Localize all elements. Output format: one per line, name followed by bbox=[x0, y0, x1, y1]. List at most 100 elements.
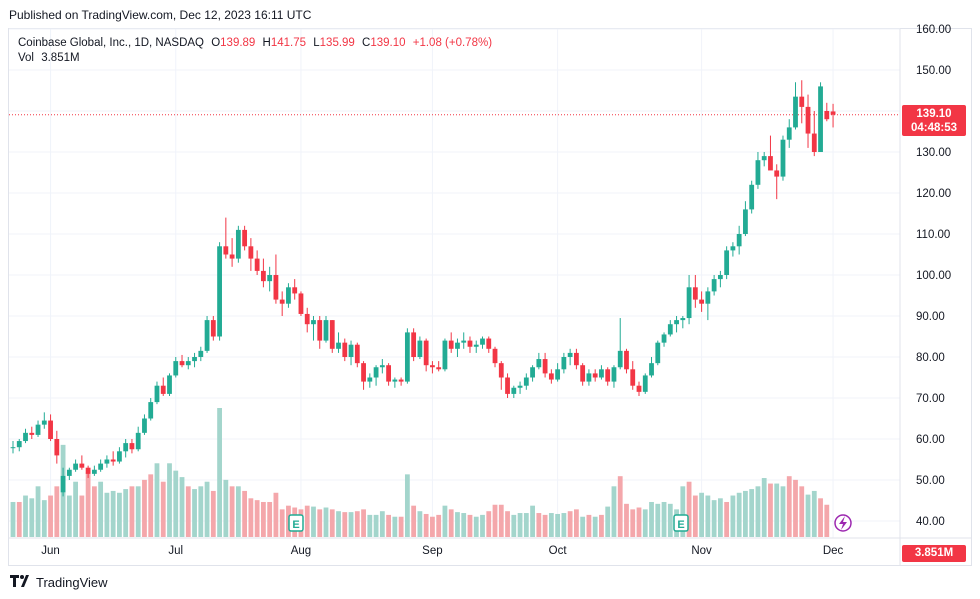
volume-bar bbox=[811, 490, 817, 537]
volume-bar bbox=[235, 486, 241, 537]
candle-body bbox=[580, 365, 586, 382]
volume-bar bbox=[35, 486, 41, 537]
volume-bar bbox=[536, 513, 542, 537]
volume-bar bbox=[198, 486, 204, 537]
volume-bar bbox=[505, 511, 510, 537]
volume-bar bbox=[392, 516, 398, 537]
candle-body bbox=[755, 160, 761, 185]
tradingview-logo-icon bbox=[10, 574, 32, 591]
candle-body bbox=[154, 385, 160, 403]
volume-bar bbox=[467, 514, 473, 537]
candle-body bbox=[830, 111, 836, 115]
volume-bar bbox=[624, 503, 629, 537]
volume-bar bbox=[523, 513, 529, 537]
candle-body bbox=[473, 344, 479, 347]
volume-bar bbox=[367, 514, 373, 537]
y-tick-label: 90.00 bbox=[916, 311, 945, 323]
svg-text:E: E bbox=[677, 519, 684, 531]
candle-body bbox=[210, 320, 216, 337]
legend-open-value: 139.89 bbox=[220, 37, 256, 49]
candle-body bbox=[717, 275, 723, 280]
published-note: Published on TradingView.com, Dec 12, 20… bbox=[9, 8, 312, 22]
volume-bar bbox=[185, 486, 191, 537]
candle-body bbox=[492, 348, 498, 364]
legend-high-label: H bbox=[262, 37, 271, 49]
volume-bar bbox=[261, 501, 266, 537]
candle-body bbox=[217, 246, 222, 337]
candle-body bbox=[367, 377, 373, 382]
volume-bar bbox=[348, 512, 354, 537]
candle-body bbox=[592, 373, 598, 378]
legend-close-label: C bbox=[362, 37, 371, 49]
candle-body bbox=[342, 342, 348, 357]
volume-bar bbox=[480, 514, 485, 537]
candle-body bbox=[286, 287, 291, 304]
candle-body bbox=[66, 469, 72, 476]
x-tick-label: Jun bbox=[41, 545, 60, 557]
volume-bar bbox=[386, 514, 391, 537]
volume-bar bbox=[799, 486, 805, 537]
candle-body bbox=[373, 367, 379, 378]
volume-bar bbox=[461, 513, 467, 537]
y-tick-label: 160.00 bbox=[916, 24, 951, 36]
candle-body bbox=[323, 320, 329, 341]
candle-body bbox=[442, 340, 448, 370]
candle-body bbox=[361, 363, 366, 382]
x-tick-label: Oct bbox=[549, 545, 568, 557]
volume-bar bbox=[567, 511, 573, 537]
lightning-glyph bbox=[839, 516, 847, 530]
candle-body bbox=[480, 338, 485, 345]
candle-body bbox=[404, 332, 410, 382]
y-tick-label: 70.00 bbox=[916, 393, 945, 405]
candle-body bbox=[142, 418, 147, 433]
volume-bar bbox=[66, 495, 72, 537]
candle-body bbox=[561, 357, 567, 370]
candle-body bbox=[117, 451, 122, 462]
candle-body bbox=[60, 475, 66, 493]
volume-bar bbox=[680, 486, 686, 537]
candle-body bbox=[536, 359, 542, 368]
candle-body bbox=[279, 299, 285, 304]
volume-bar bbox=[160, 481, 166, 537]
volume-bar bbox=[667, 503, 673, 537]
volume-bar bbox=[548, 513, 554, 537]
x-tick-label: Sep bbox=[422, 545, 442, 557]
volume-bar bbox=[574, 509, 579, 537]
volume-bar bbox=[749, 489, 755, 537]
volume-bar bbox=[79, 495, 85, 537]
legend-close-value: 139.10 bbox=[370, 37, 406, 49]
candle-body bbox=[223, 246, 229, 255]
earnings-icon bbox=[288, 514, 304, 532]
footer[interactable]: TradingView bbox=[10, 574, 108, 591]
candle-body bbox=[599, 369, 604, 378]
x-tick-label: Jul bbox=[168, 545, 183, 557]
volume-bar bbox=[329, 509, 335, 537]
candle-body bbox=[411, 332, 417, 357]
volume-bar bbox=[179, 477, 185, 537]
candle-body bbox=[104, 459, 110, 464]
candle-body bbox=[686, 287, 692, 319]
candle-body bbox=[630, 369, 636, 386]
candle-body bbox=[10, 447, 16, 449]
volume-bar bbox=[311, 506, 316, 537]
volume-bar bbox=[655, 503, 661, 537]
candle-body bbox=[148, 402, 154, 419]
candle-body bbox=[768, 156, 773, 171]
candle-body bbox=[805, 106, 811, 134]
candle-body bbox=[530, 367, 535, 378]
candle-body bbox=[705, 291, 711, 304]
volume-bar bbox=[354, 511, 360, 537]
candle-body bbox=[730, 246, 736, 251]
volume-bar bbox=[148, 474, 154, 537]
candle-body bbox=[79, 463, 85, 468]
x-tick-label: Nov bbox=[691, 545, 712, 557]
volume-bar bbox=[142, 479, 147, 537]
candle-body bbox=[436, 367, 442, 370]
volume-bar bbox=[85, 472, 91, 537]
candle-body bbox=[636, 385, 642, 392]
candle-body bbox=[430, 365, 435, 368]
candle-body bbox=[179, 361, 185, 366]
legend-low-value: 135.99 bbox=[319, 37, 355, 49]
candle-body bbox=[423, 340, 429, 366]
